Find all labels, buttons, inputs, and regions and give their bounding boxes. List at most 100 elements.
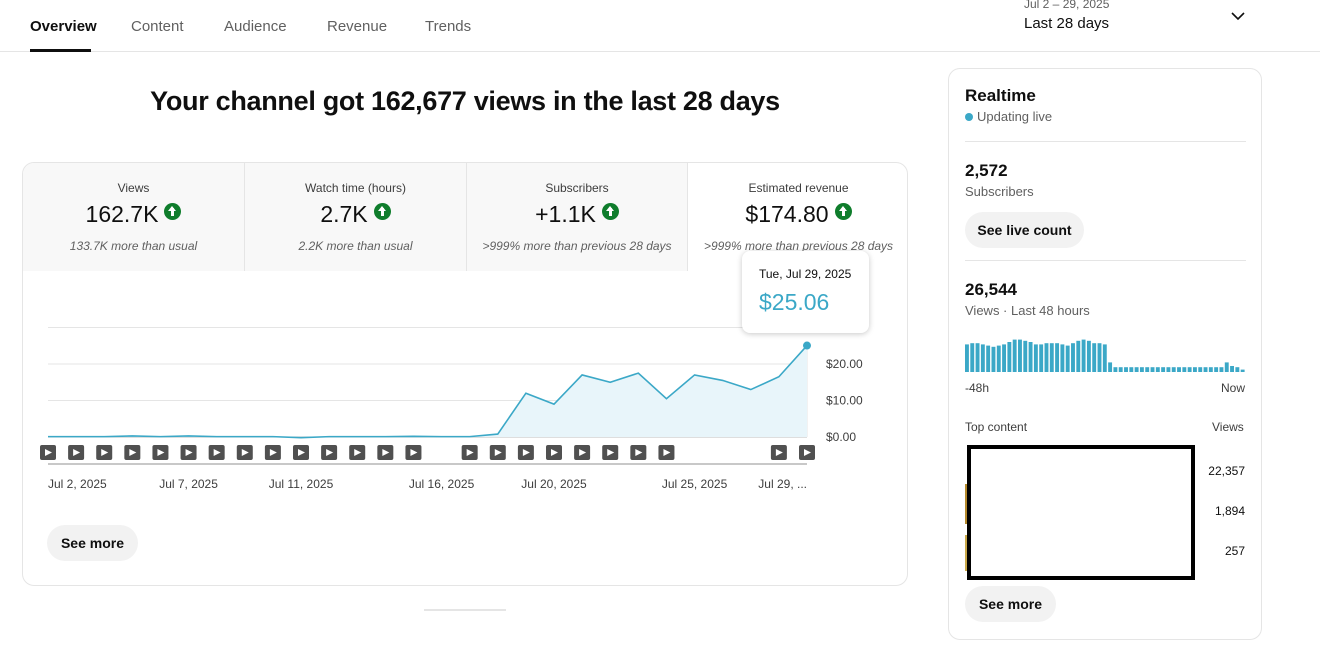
video-marker-icon[interactable]	[405, 445, 422, 460]
play-icon	[410, 449, 418, 456]
metric-views[interactable]: Views 162.7K 133.7K more than usual	[23, 163, 244, 271]
metric-subscribers[interactable]: Subscribers +1.1K >999% more than previo…	[467, 163, 687, 271]
page-headline: Your channel got 162,677 views in the la…	[150, 86, 780, 116]
mini-bar	[1076, 340, 1081, 372]
video-marker-icon[interactable]	[96, 445, 113, 460]
tab-audience[interactable]: Audience	[224, 18, 287, 35]
video-marker-icon[interactable]	[377, 445, 394, 460]
mini-bar	[1055, 343, 1060, 372]
mini-bar	[991, 346, 996, 372]
redacted-top-content	[967, 445, 1195, 580]
mini-bar	[1002, 344, 1007, 372]
y-tick-label: $20.00	[826, 357, 863, 371]
mini-bar	[1124, 367, 1128, 372]
y-tick-label: $0.00	[826, 430, 856, 444]
video-marker-icon[interactable]	[236, 445, 253, 460]
realtime-see-more-button[interactable]: See more	[965, 586, 1056, 622]
metric-label: Views	[117, 181, 150, 195]
video-marker-icon[interactable]	[799, 445, 815, 460]
metric-note: 2.2K more than usual	[298, 239, 413, 253]
metric-watch-time[interactable]: Watch time (hours) 2.7K 2.2K more than u…	[245, 163, 466, 271]
video-marker-icon[interactable]	[40, 445, 56, 460]
video-marker-icon[interactable]	[658, 445, 675, 460]
video-marker-icon[interactable]	[602, 445, 619, 460]
thumbnail-edge	[965, 535, 968, 571]
play-icon	[663, 449, 671, 456]
mini-bar	[1065, 345, 1070, 372]
divider	[965, 260, 1246, 261]
mini-bar	[1224, 362, 1229, 372]
data-point-highlighted[interactable]	[803, 341, 811, 350]
mini-bar	[1134, 367, 1139, 372]
chart-tooltip: Tue, Jul 29, 2025 $25.06	[742, 251, 869, 333]
video-marker-icon[interactable]	[517, 445, 534, 460]
metric-note: >999% more than previous 28 days	[482, 239, 672, 253]
mini-bar	[1203, 367, 1208, 372]
video-marker-icon[interactable]	[152, 445, 169, 460]
video-marker-icon[interactable]	[68, 445, 85, 460]
video-marker-icon[interactable]	[264, 445, 281, 460]
video-marker-icon[interactable]	[208, 445, 225, 460]
metric-estimated-revenue[interactable]: Estimated revenue $174.80 >999% more tha…	[688, 163, 907, 271]
tab-content[interactable]: Content	[131, 18, 184, 35]
chart-area	[48, 341, 811, 439]
realtime-card: Realtime Updating live 2,572 Subscribers…	[948, 68, 1262, 640]
x-tick-label: Jul 7, 2025	[159, 477, 218, 491]
date-range-label: Last 28 days	[1024, 15, 1110, 32]
mini-bar	[1145, 367, 1150, 372]
video-marker-icon[interactable]	[489, 445, 506, 460]
divider	[965, 141, 1246, 142]
mini-bar	[1012, 339, 1017, 372]
play-icon	[579, 449, 587, 456]
divider	[687, 163, 688, 271]
mini-bar	[1182, 367, 1187, 372]
chevron-down-icon[interactable]	[1229, 9, 1247, 23]
video-marker-icon[interactable]	[349, 445, 366, 460]
x-tick-label: Jul 16, 2025	[409, 477, 475, 491]
mini-bar	[1113, 367, 1118, 372]
mini-bar	[1171, 367, 1176, 372]
video-marker-icon[interactable]	[461, 445, 478, 460]
mini-bar	[1033, 344, 1038, 372]
tab-overview[interactable]: Overview	[30, 18, 97, 35]
y-tick-label: $10.00	[826, 394, 863, 408]
video-marker-icon[interactable]	[321, 445, 338, 460]
play-icon	[804, 449, 811, 456]
x-tick-label: Jul 11, 2025	[269, 477, 334, 491]
mini-bar	[996, 345, 1001, 372]
mini-bar	[975, 343, 980, 372]
top-content-views: 22,357	[1208, 464, 1245, 478]
video-marker-icon[interactable]	[180, 445, 197, 460]
play-icon	[326, 449, 334, 456]
mini-bar	[970, 343, 975, 372]
video-marker-icon[interactable]	[574, 445, 591, 460]
video-marker-icon[interactable]	[293, 445, 309, 460]
revenue-line-chart[interactable]: $0.00 $10.00 $20.00 Jul 2, 2025 Jul 7, 2025 J…	[23, 163, 908, 586]
subscriber-label: Subscribers	[965, 184, 1034, 199]
mini-chart-end: Now	[1221, 381, 1246, 395]
tab-trends[interactable]: Trends	[425, 18, 472, 35]
metric-value: +1.1K	[467, 201, 687, 228]
video-marker-icon[interactable]	[124, 445, 141, 460]
see-more-button[interactable]: See more	[47, 525, 138, 561]
see-live-count-button[interactable]: See live count	[965, 212, 1084, 248]
mini-bar	[1007, 342, 1012, 372]
video-marker-icon[interactable]	[770, 445, 787, 460]
play-icon	[494, 449, 502, 456]
mini-bar	[1192, 367, 1197, 372]
top-content-views-header: Views	[1212, 420, 1244, 434]
play-icon	[129, 449, 137, 456]
mini-bar	[1044, 343, 1049, 372]
tooltip-date: Tue, Jul 29, 2025	[759, 267, 852, 281]
video-marker-icon[interactable]	[546, 445, 562, 460]
play-icon	[185, 449, 193, 456]
views-mini-chart[interactable]	[965, 337, 1247, 373]
analytics-tab-bar: Overview Content Audience Revenue Trends…	[0, 0, 1320, 52]
mini-bar	[1177, 367, 1181, 372]
mini-bar	[1139, 367, 1144, 372]
tab-revenue[interactable]: Revenue	[327, 18, 388, 35]
mini-bar	[1150, 367, 1155, 372]
play-icon	[269, 449, 277, 456]
video-marker-icon[interactable]	[630, 445, 647, 460]
play-icon	[635, 449, 643, 456]
